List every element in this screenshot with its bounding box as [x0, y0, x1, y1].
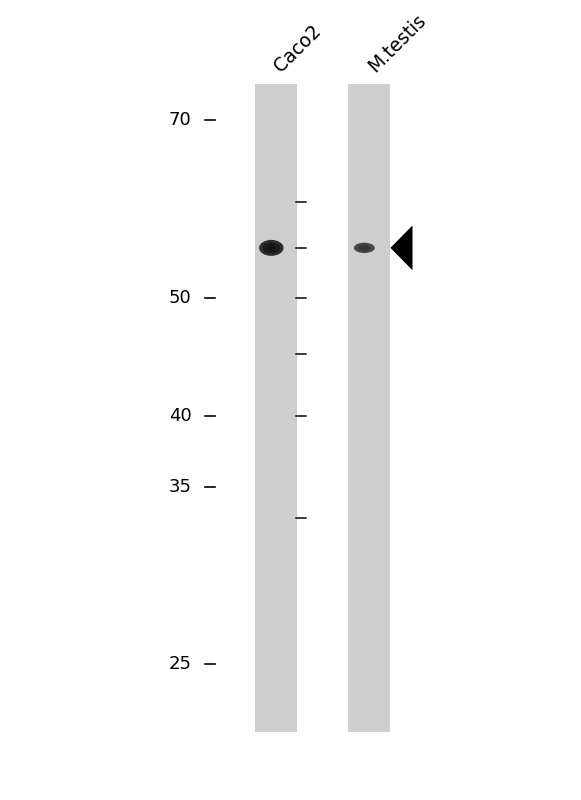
Ellipse shape [361, 246, 367, 249]
Ellipse shape [259, 240, 284, 256]
Text: 35: 35 [168, 478, 192, 496]
Text: 40: 40 [169, 407, 192, 425]
Text: Caco2: Caco2 [270, 22, 325, 76]
Ellipse shape [263, 242, 280, 254]
Polygon shape [390, 226, 413, 270]
Bar [255, 84, 297, 732]
Bar [348, 84, 390, 732]
Ellipse shape [268, 246, 274, 250]
Text: 70: 70 [169, 111, 192, 130]
Ellipse shape [360, 246, 369, 250]
Text: 50: 50 [169, 290, 192, 307]
Text: 25: 25 [168, 655, 192, 674]
Ellipse shape [266, 244, 277, 251]
Text: M.testis: M.testis [365, 10, 430, 76]
Ellipse shape [357, 244, 372, 251]
Ellipse shape [354, 242, 375, 253]
